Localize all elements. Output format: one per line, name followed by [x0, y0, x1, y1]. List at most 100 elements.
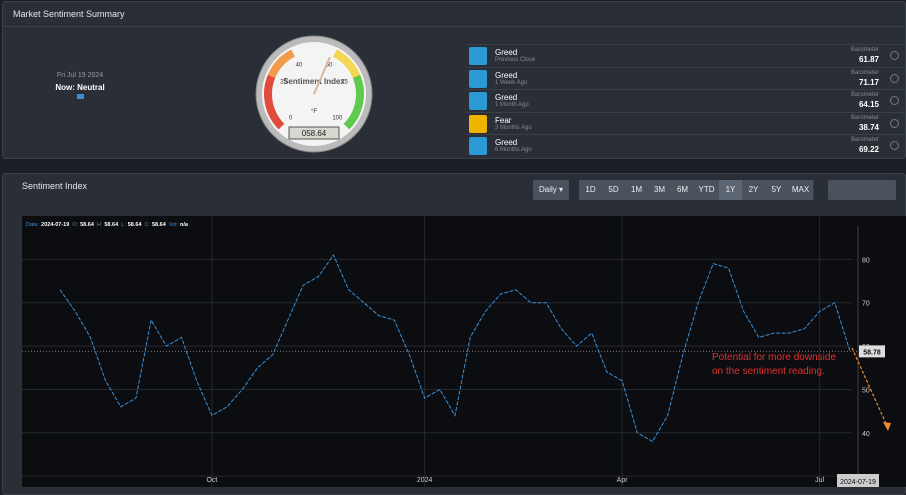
row-status: Greed — [495, 48, 518, 57]
ohlc-key: O: — [72, 222, 78, 228]
summary-row: Greed Previous Close Barometer 61.87 — [467, 44, 905, 66]
row-icon — [469, 92, 487, 110]
ohlc-header: Date: 2024-07-19 O: 58.64 H: 58.64 L: 58.64 C: 58… — [26, 222, 189, 228]
tool-buttons[interactable] — [828, 180, 896, 200]
annotation-arrow — [851, 347, 889, 429]
chart: 304050607080Oct2024AprJulDate:2024-07-19… — [22, 216, 906, 487]
row-metric: Barometer — [850, 114, 879, 121]
x-tick-label: Jul — [815, 477, 824, 484]
range-button[interactable]: 1M — [625, 180, 649, 200]
ohlc-value: n/a — [180, 222, 189, 228]
ohlc-key: H: — [97, 222, 103, 228]
row-status: Greed — [495, 138, 518, 147]
range-button[interactable]: YTD — [694, 180, 720, 200]
now-status: Now: Neutral — [55, 83, 105, 92]
settings-icon[interactable] — [890, 141, 899, 150]
ohlc-key: C: — [145, 222, 151, 228]
gauge-tick-label: 100 — [332, 115, 343, 121]
gauge-band — [332, 49, 361, 79]
row-status: Fear — [495, 115, 512, 125]
summary-row: Greed 1 Month Ago Barometer 64.15 — [467, 89, 905, 111]
summary-row: Fear 3 Months Ago Barometer 38.74 — [467, 111, 905, 134]
panel-title: Market Sentiment Summary — [13, 9, 125, 19]
gauge-tick-label: 0 — [289, 115, 293, 121]
ohlc-key: Date: — [26, 222, 40, 228]
settings-icon[interactable] — [890, 118, 899, 128]
range-button[interactable]: 3M — [648, 180, 672, 200]
ohlc-key: Vol: — [169, 222, 179, 228]
gauge-tick-label: 25 — [280, 79, 287, 85]
ohlc-value: 58.64 — [128, 222, 143, 228]
row-period: 3 Months Ago — [495, 124, 532, 131]
annotation-line: Potential for more downside — [712, 352, 836, 363]
y-tick-label: 40 — [862, 431, 870, 438]
row-value: 61.87 — [858, 55, 879, 64]
date: Fri Jul 19 2024 — [56, 72, 104, 79]
arrow-head — [883, 422, 891, 431]
gauge-readout: 058.64 — [302, 129, 327, 138]
ohlc-key: L: — [121, 222, 126, 228]
gauge-tick-label: 40 — [296, 63, 303, 69]
range-button[interactable]: 2Y — [742, 180, 766, 200]
gauge-tick-label: 75 — [341, 79, 348, 85]
interval-select[interactable]: Daily ▾ — [533, 180, 569, 200]
row-value: 71.17 — [858, 77, 879, 87]
settings-icon[interactable] — [890, 73, 899, 83]
row-status: Greed — [495, 93, 518, 102]
interval: Daily — [538, 185, 557, 194]
row-status: Greed — [495, 70, 518, 80]
ohlc-value: 58.64 — [152, 222, 167, 228]
x-tick-label: Apr — [617, 477, 629, 484]
divider — [2, 26, 904, 27]
y-tick-label: 50 — [862, 387, 870, 394]
range-button[interactable]: MAX — [788, 180, 814, 200]
ohlc-value: 58.64 — [104, 222, 119, 228]
ohlc-value: 58.64 — [80, 222, 95, 228]
row-icon — [469, 47, 487, 65]
summary-row: Greed 1 Week Ago Barometer 71.17 — [467, 66, 905, 89]
row-metric: Barometer — [850, 137, 879, 143]
cursor-date-box — [837, 474, 879, 487]
row-value: 38.74 — [858, 122, 879, 132]
settings-icon[interactable] — [890, 96, 899, 105]
annotation-line: on the sentiment reading. — [712, 366, 825, 377]
row-value: 64.15 — [858, 100, 879, 109]
row-metric: Barometer — [850, 47, 879, 53]
y-tick-label: 80 — [862, 257, 870, 264]
gauge-band — [343, 74, 364, 130]
range-button[interactable]: 1Y — [719, 180, 743, 200]
ohlc-value: 2024-07-19 — [41, 222, 69, 228]
gauge-unit: °F — [311, 109, 317, 115]
status-icon — [77, 94, 84, 99]
row-icon — [469, 69, 487, 88]
x-tick-label: 2024 — [417, 477, 433, 484]
row-value: 69.22 — [858, 145, 879, 154]
range-button[interactable]: 6M — [671, 180, 695, 200]
row-metric: Barometer — [850, 69, 879, 76]
sentiment-line — [59, 254, 851, 443]
y-tick-label: 70 — [862, 301, 870, 308]
range-button[interactable]: 1D — [579, 180, 603, 200]
settings-icon[interactable] — [890, 51, 899, 60]
gauge-tick-label: 60 — [326, 63, 333, 69]
gauge-title: Sentiment Index — [283, 77, 345, 86]
gauge-band — [291, 44, 337, 57]
row-period: 1 Week Ago — [495, 79, 528, 86]
cursor-date: 2024-07-19 — [840, 479, 876, 486]
gauge-band — [264, 74, 285, 130]
range-button[interactable]: 5Y — [765, 180, 789, 200]
x-tick-label: Oct — [206, 477, 217, 484]
last-value-label: 58.78 — [863, 349, 881, 356]
row-period: Previous Close — [495, 57, 536, 63]
summary-row: Greed 6 Months Ago Barometer 69.22 — [467, 134, 905, 156]
range-button[interactable]: 5D — [602, 180, 626, 200]
gauge: 0 25 40 60 75 100 Sentiment Index °F 058.64 — [255, 35, 373, 153]
gauge-needle — [313, 56, 331, 95]
panel-title: Sentiment Index — [22, 181, 88, 191]
annotation: Potential for more downside on the sentim… — [712, 352, 836, 377]
last-value-box — [859, 345, 885, 358]
summary-panel — [2, 1, 906, 159]
row-icon — [469, 114, 487, 133]
gauge-readout-box — [288, 126, 340, 140]
